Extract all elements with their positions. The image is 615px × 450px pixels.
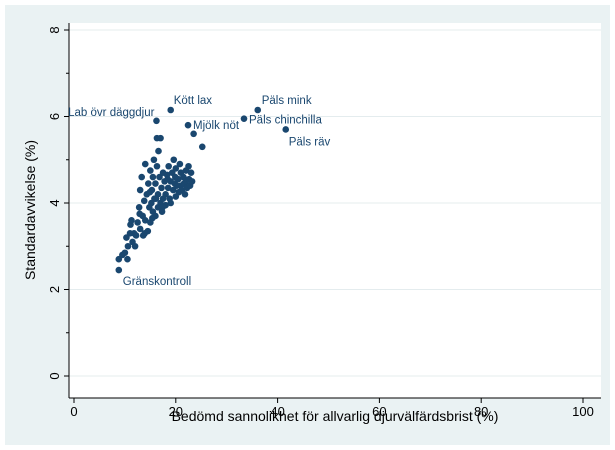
data-point — [162, 191, 169, 198]
data-point — [138, 173, 145, 181]
y-tick-label: 6 — [47, 113, 62, 120]
data-point — [167, 106, 175, 114]
data-point — [254, 106, 262, 114]
data-point — [176, 160, 184, 168]
x-tick-label: 80 — [474, 404, 488, 419]
data-point — [153, 117, 160, 125]
data-point — [132, 232, 140, 239]
data-point — [185, 162, 192, 170]
x-tick-label: 100 — [572, 404, 594, 419]
data-point — [170, 156, 178, 164]
data-point — [164, 175, 171, 183]
data-point — [123, 234, 130, 241]
data-point — [158, 184, 165, 192]
data-point — [140, 197, 148, 205]
data-point — [146, 188, 154, 196]
data-point — [150, 156, 158, 164]
data-point — [164, 184, 172, 192]
point-annotation: Päls mink — [262, 95, 312, 107]
data-point — [152, 180, 159, 187]
data-point — [155, 147, 162, 155]
point-annotation: Päls räv — [289, 136, 331, 148]
data-point — [167, 199, 175, 207]
data-point — [282, 126, 290, 133]
x-axis-title: Bedömd sannolikhet för allvarlig djurväl… — [172, 408, 499, 424]
data-point — [124, 255, 131, 263]
y-axis-title: Standardavvikelse (%) — [22, 140, 38, 280]
data-point — [171, 173, 179, 181]
data-point — [153, 162, 161, 170]
data-point — [172, 165, 180, 172]
data-point — [115, 266, 123, 274]
data-point — [187, 169, 195, 177]
data-point — [134, 219, 141, 226]
data-point — [149, 214, 156, 222]
y-tick-label: 2 — [47, 286, 62, 293]
data-points — [115, 106, 290, 274]
axes — [68, 23, 601, 399]
data-point — [136, 210, 143, 218]
point-annotations: Lab övr däggdjur Kött lax Mjölk nöt Päls mi… — [68, 95, 330, 288]
data-point — [190, 130, 197, 138]
data-point — [149, 173, 157, 181]
data-point — [147, 167, 154, 174]
data-point — [131, 242, 139, 250]
data-point — [145, 180, 152, 187]
data-point — [165, 162, 172, 170]
y-tick-label: 8 — [47, 26, 62, 33]
point-annotation: Mjölk nöt — [193, 120, 240, 132]
data-point — [184, 121, 192, 129]
y-tick-label: 0 — [47, 372, 62, 379]
point-annotation: Gränskontroll — [123, 276, 191, 288]
point-annotation: Päls chinchilla — [249, 115, 322, 127]
data-point — [141, 160, 149, 168]
data-point — [135, 204, 143, 211]
y-tick-label: 4 — [47, 199, 62, 206]
data-point — [121, 249, 129, 257]
point-annotation: Kött lax — [174, 95, 213, 107]
data-point — [124, 242, 132, 250]
data-point — [128, 217, 135, 224]
data-point — [240, 115, 248, 122]
x-tick-label: 60 — [372, 404, 386, 419]
x-tick-label: 40 — [270, 404, 284, 419]
data-point — [157, 134, 164, 142]
data-point — [188, 178, 196, 185]
x-tick-label: 20 — [169, 404, 183, 419]
data-point — [152, 195, 160, 202]
data-point — [136, 225, 144, 233]
x-tick-label: 0 — [70, 404, 77, 419]
data-point — [141, 217, 149, 224]
data-point — [136, 186, 144, 194]
chart-area: 0 2 4 6 8 0 20 40 60 80 100 Lab övr däggdjur Kött l… — [5, 5, 610, 445]
point-annotation: Lab övr däggdjur — [68, 107, 154, 119]
data-point — [159, 204, 166, 211]
data-point — [141, 229, 149, 237]
data-point — [198, 143, 206, 151]
data-point — [181, 191, 189, 198]
